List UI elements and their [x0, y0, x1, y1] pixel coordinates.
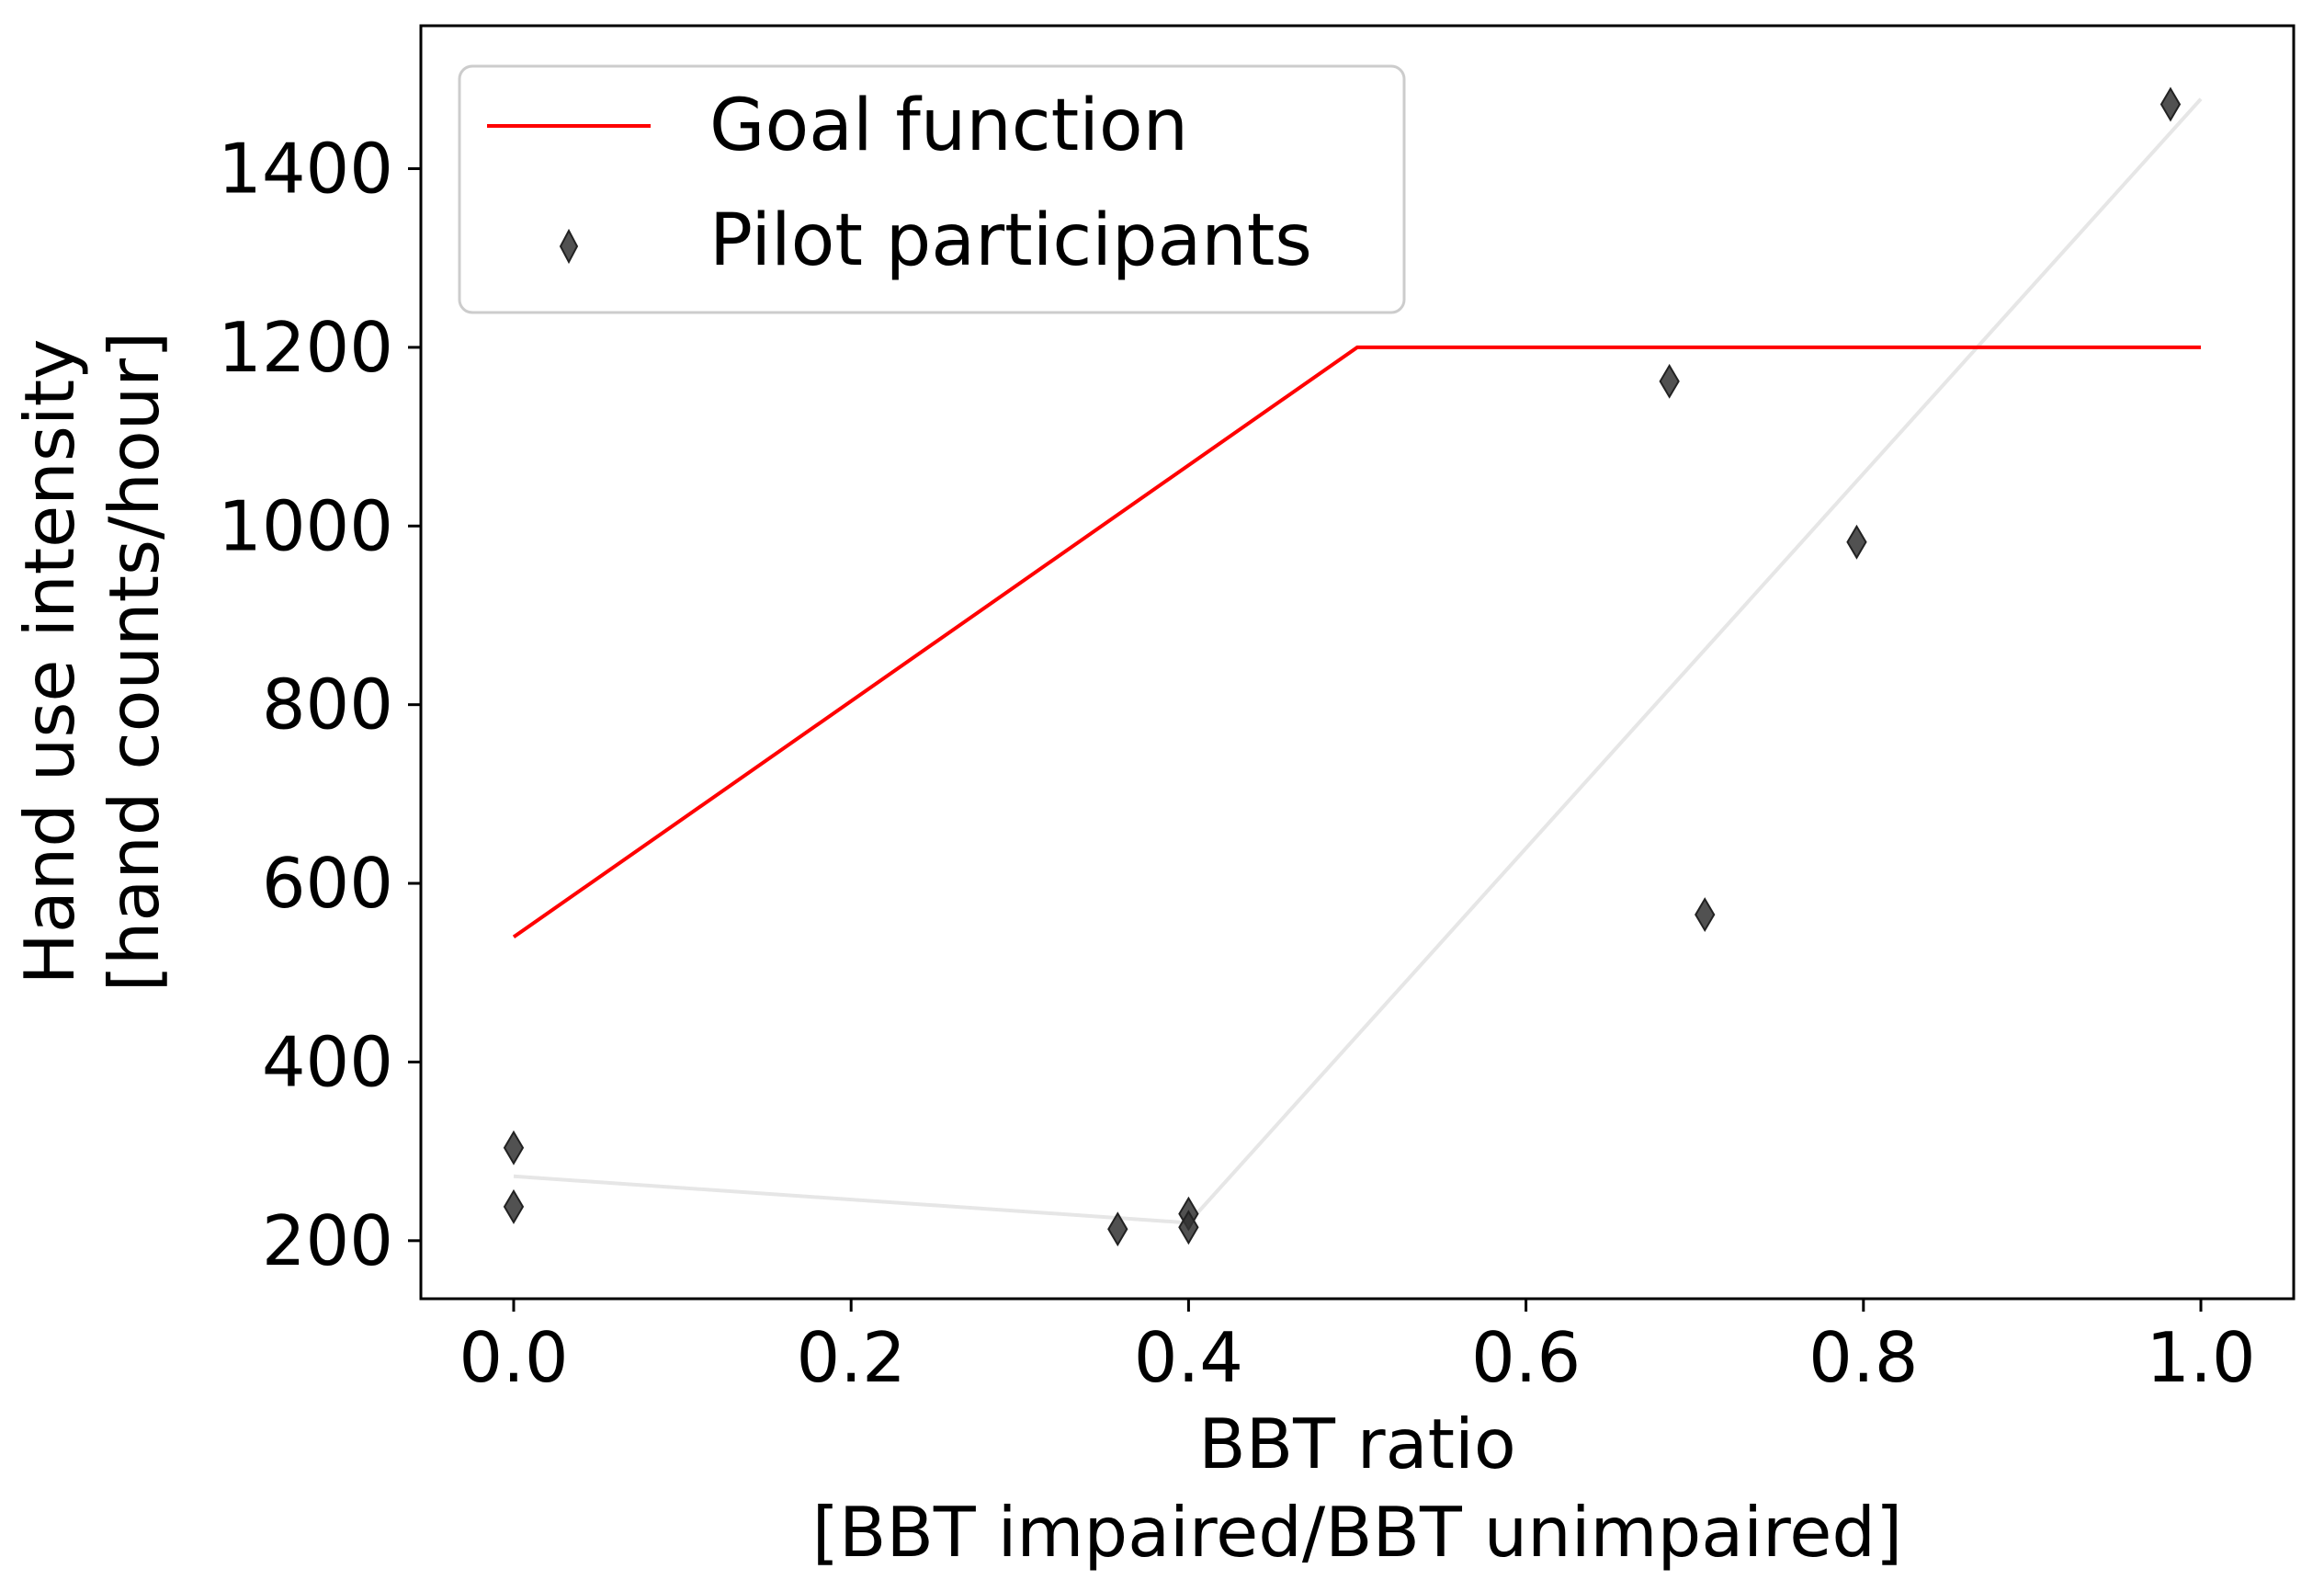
- goal-function-line: [512, 345, 2201, 939]
- y-tick-label: 200: [262, 1200, 393, 1281]
- legend-box: [458, 64, 1406, 314]
- pilot-participant-point: [503, 1130, 525, 1165]
- y-tick-label: 600: [262, 843, 393, 924]
- y-tick-label: 1400: [218, 129, 393, 210]
- y-tick-label: 1200: [218, 307, 393, 388]
- pilot-participant-point: [2160, 86, 2182, 122]
- pilot-participant-point: [503, 1188, 525, 1224]
- y-axis-label-line1: Hand use intensity: [9, 338, 90, 984]
- plot-frame: [419, 24, 2296, 1301]
- pilot-participant-point: [1695, 897, 1716, 933]
- x-tick-label: 1.0: [2146, 1317, 2255, 1398]
- pilot-participant-point: [1107, 1211, 1128, 1247]
- x-tick-label: 0.6: [1471, 1317, 1581, 1398]
- pilot-participant-point: [1178, 1210, 1199, 1245]
- legend-pilot-participants-marker: [559, 228, 579, 265]
- x-axis-label-line1: BBT ratio: [1198, 1404, 1515, 1484]
- pilot-participant-point: [1659, 363, 1680, 399]
- y-tick-label: 800: [262, 665, 393, 745]
- x-tick-label: 0.2: [797, 1317, 906, 1398]
- x-axis-ticks: 0.0 0.2 0.4 0.6 0.8 1.0: [459, 1299, 2256, 1398]
- y-tick-label: 400: [262, 1021, 393, 1102]
- legend: Goal function Pilot participants: [458, 64, 1406, 314]
- legend-pilot-participants-label: Pilot participants: [709, 199, 1312, 282]
- x-tick-label: 0.0: [459, 1317, 568, 1398]
- legend-goal-function-label: Goal function: [709, 85, 1188, 167]
- x-tick-label: 0.4: [1134, 1317, 1243, 1398]
- x-axis-label-line2: [BBT impaired/BBT unimpaired]: [812, 1492, 1902, 1573]
- y-axis-ticks: 200 400 600 800 1000 1200 1400: [218, 129, 421, 1281]
- y-tick-label: 1000: [218, 485, 393, 566]
- y-axis-label-line2: [hand counts/hour]: [94, 332, 175, 993]
- pilot-participant-point: [1846, 524, 1867, 560]
- x-tick-label: 0.8: [1808, 1317, 1918, 1398]
- chart-marks: [503, 86, 2203, 1247]
